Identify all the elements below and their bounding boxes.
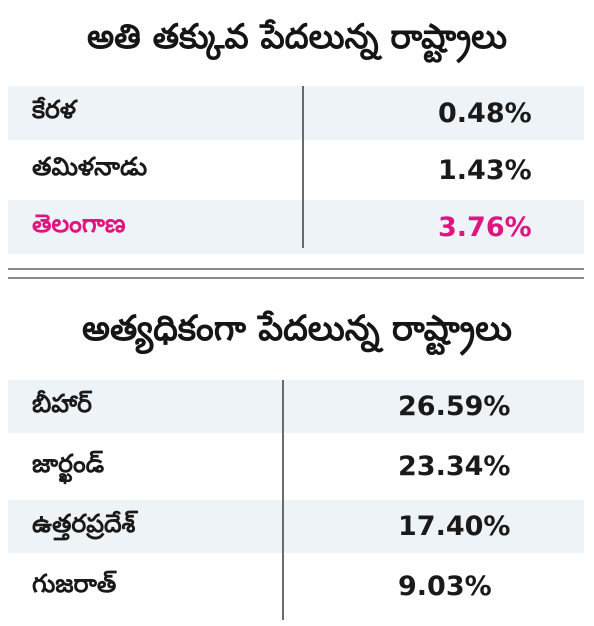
- state-name: గుజరాత్: [32, 568, 117, 598]
- section-divider: [8, 277, 584, 279]
- highest-poverty-title: అత్యధికంగా పేదలున్న రాష్ట్రాలు: [81, 309, 513, 349]
- poverty-value: 9.03%: [398, 571, 492, 602]
- table-row: తమిళనాడు 1.43%: [8, 143, 584, 197]
- state-name: ఉత్తరప్రదేశ్: [32, 508, 136, 538]
- table-row: జార్ఖండ్ 23.34%: [8, 440, 584, 493]
- table-row: గుజరాత్ 9.03%: [8, 560, 584, 613]
- state-name: బీహార్: [32, 388, 92, 418]
- lowest-poverty-table: కేరళ 0.48% తమిళనాడు 1.43% తెలంగాణ 3.76%: [8, 86, 584, 257]
- state-name: తమిళనాడు: [32, 152, 148, 181]
- table-row: కేరళ 0.48%: [8, 86, 584, 140]
- highest-poverty-table: బీహార్ 26.59% జార్ఖండ్ 23.34% ఉత్తరప్రదే…: [8, 380, 584, 620]
- section-divider: [8, 268, 584, 270]
- column-divider: [282, 380, 284, 620]
- state-name-highlighted: తెలంగాణ: [32, 209, 126, 238]
- table-row: ఉత్తరప్రదేశ్ 17.40%: [8, 500, 584, 553]
- poverty-value: 17.40%: [398, 511, 511, 542]
- table-row: తెలంగాణ 3.76%: [8, 200, 584, 254]
- poverty-value: 0.48%: [438, 97, 532, 129]
- column-divider: [302, 86, 304, 248]
- table-row: బీహార్ 26.59%: [8, 380, 584, 433]
- lowest-poverty-title: అతి తక్కువ పేదలున్న రాష్ట్రాలు: [86, 17, 508, 57]
- state-name: కేరళ: [32, 95, 77, 124]
- state-name: జార్ఖండ్: [32, 448, 105, 478]
- poverty-value: 23.34%: [398, 451, 511, 482]
- poverty-value: 26.59%: [398, 391, 511, 422]
- poverty-value-highlighted: 3.76%: [438, 211, 532, 243]
- poverty-value: 1.43%: [438, 154, 532, 186]
